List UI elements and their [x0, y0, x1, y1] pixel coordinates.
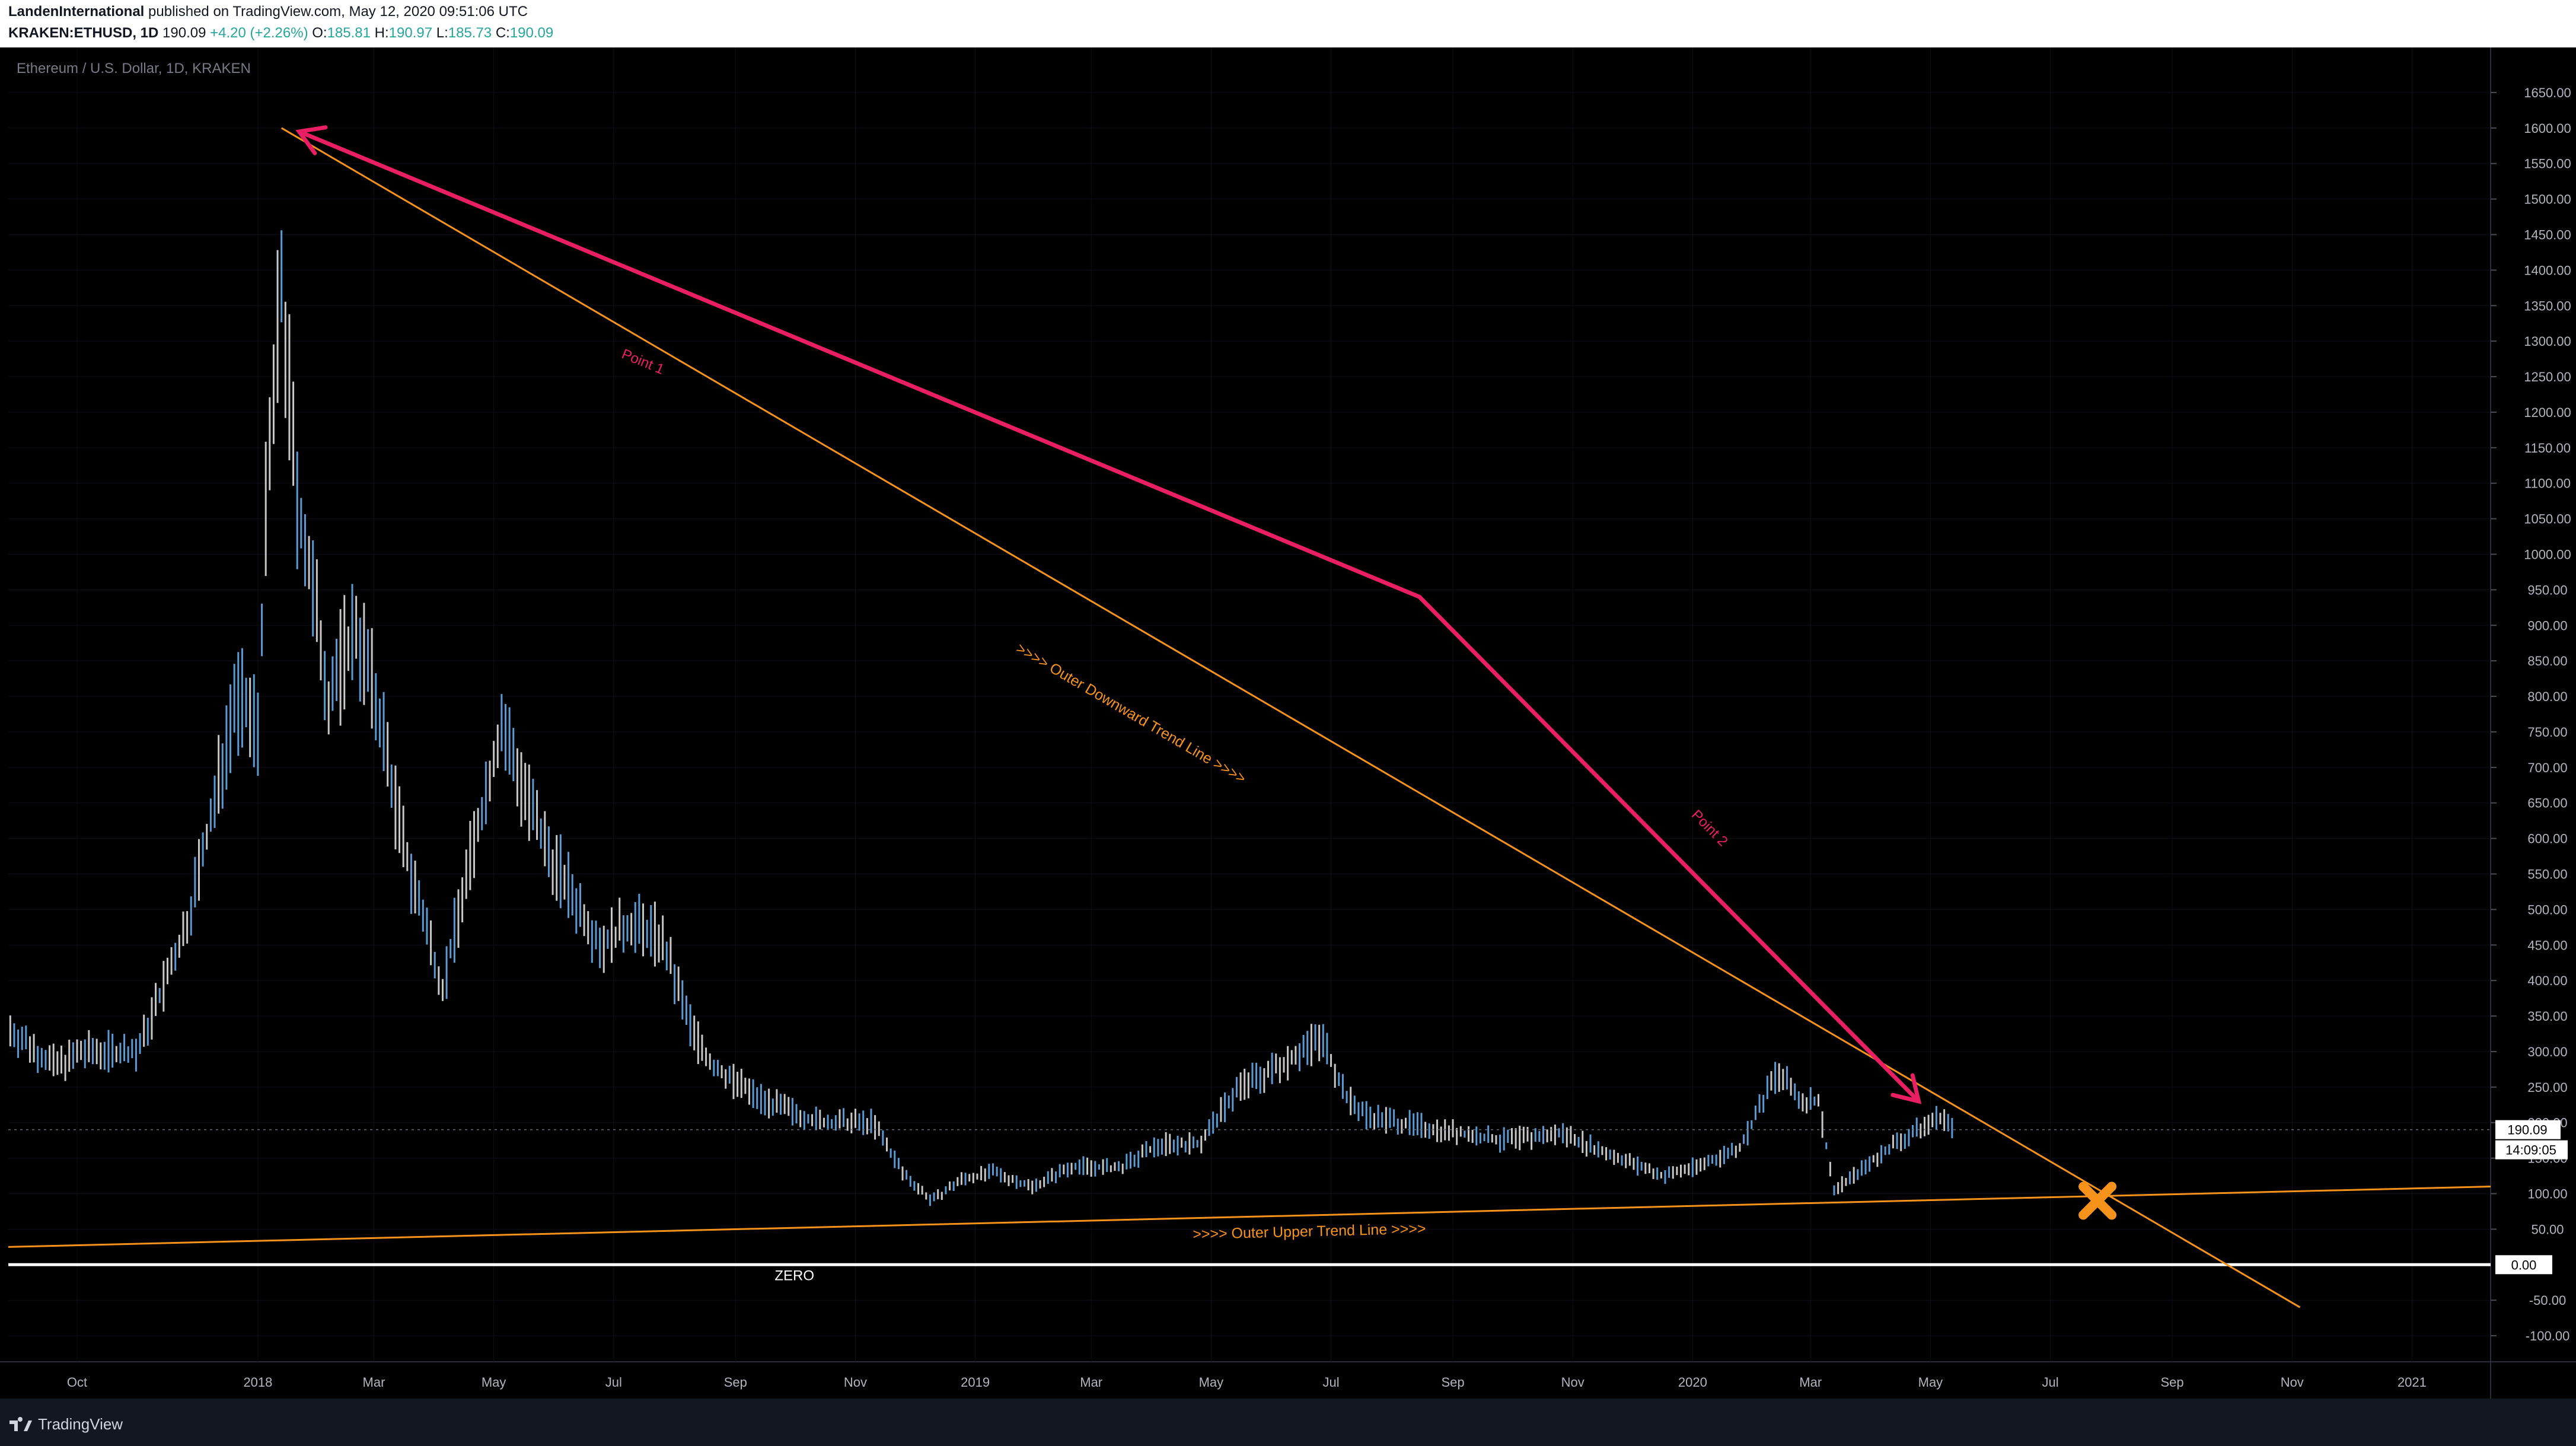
- x-tick-label: 2020: [1678, 1375, 1707, 1390]
- x-tick-label: Sep: [2161, 1375, 2184, 1390]
- zero-price-label: 0.00: [2511, 1257, 2537, 1272]
- publish-info: LandenInternational published on Trading…: [8, 4, 528, 20]
- y-tick-label: 1250.00: [2524, 370, 2571, 384]
- x-tick-label: 2019: [961, 1375, 990, 1390]
- x-tick-label: Jul: [605, 1375, 622, 1390]
- price-change: +4.20 (+2.26%): [210, 25, 308, 41]
- x-tick-label: 2018: [243, 1375, 272, 1390]
- y-tick-label: 1100.00: [2524, 476, 2571, 491]
- x-tick-label: May: [1199, 1375, 1224, 1390]
- x-tick-label: Nov: [844, 1375, 867, 1390]
- last-price: 190.09: [162, 25, 206, 41]
- projection-arrow[interactable]: [298, 129, 1921, 1103]
- footer: TradingView: [0, 1399, 2576, 1446]
- close-label: C:: [495, 25, 510, 41]
- y-tick-label: 850.00: [2527, 654, 2567, 668]
- zero-label: ZERO: [774, 1267, 814, 1283]
- y-tick-label: 250.00: [2527, 1080, 2567, 1095]
- symbol-name: KRAKEN:ETHUSD, 1D: [8, 25, 159, 41]
- y-tick-label: 500.00: [2527, 902, 2567, 917]
- x-tick-label: Mar: [1799, 1375, 1822, 1390]
- point-2-label: Point 2: [1688, 807, 1731, 849]
- y-tick-label: 1650.00: [2524, 85, 2571, 100]
- close-value: 190.09: [509, 25, 554, 41]
- y-tick-label: 50.00: [2531, 1222, 2564, 1237]
- y-tick-label: 600.00: [2527, 832, 2567, 846]
- tradingview-logo[interactable]: TradingView: [8, 1415, 123, 1434]
- chart-area[interactable]: 1650.00 1600.00 1550.00 1500.00 1450.00 1400.…: [0, 47, 2576, 1399]
- point-1-label: Point 1: [619, 346, 666, 378]
- y-tick-label: 800.00: [2527, 689, 2567, 704]
- last-price-label: 190.09: [2507, 1123, 2547, 1138]
- high-label: H:: [374, 25, 389, 41]
- countdown-tag: [2495, 1140, 2568, 1160]
- y-tick-label: 350.00: [2527, 1009, 2567, 1024]
- chart-symbol-title: Ethereum / U.S. Dollar, 1D, KRAKEN: [17, 60, 251, 77]
- downtrend-label: >>>> Outer Downward Trend Line >>>>: [1013, 640, 1249, 787]
- zero-price-tag: [2495, 1255, 2552, 1275]
- tradingview-logo-icon: [9, 1416, 32, 1431]
- x-tick-label: Jul: [2042, 1375, 2059, 1390]
- x-tick-label: 2021: [2398, 1375, 2427, 1390]
- y-tick-label: 450.00: [2527, 938, 2567, 953]
- y-tick-label: 900.00: [2527, 618, 2567, 633]
- y-tick-label: 1450.00: [2524, 227, 2571, 242]
- low-value: 185.73: [448, 25, 492, 41]
- downward-trend-line[interactable]: [280, 127, 2301, 1308]
- y-tick-label: 1400.00: [2524, 263, 2571, 278]
- open-label: O:: [312, 25, 327, 41]
- open-value: 185.81: [327, 25, 371, 41]
- publisher-name[interactable]: LandenInternational: [8, 4, 145, 20]
- y-tick-label: 1600.00: [2524, 121, 2571, 136]
- x-tick-label: May: [482, 1375, 506, 1390]
- x-tick-label: Nov: [1561, 1375, 1585, 1390]
- x-tick-label: Jul: [1322, 1375, 1339, 1390]
- arrowhead-start: [295, 125, 328, 155]
- x-tick-label: May: [1918, 1375, 1943, 1390]
- y-tick-label: 300.00: [2527, 1044, 2567, 1059]
- y-tick-label: -50.00: [2529, 1293, 2566, 1308]
- symbol-ohlc-row: KRAKEN:ETHUSD, 1D 190.09 +4.20 (+2.26%) …: [8, 25, 553, 42]
- y-tick-label: 650.00: [2527, 796, 2567, 811]
- y-tick-label: 1350.00: [2524, 298, 2571, 313]
- price-chart[interactable]: 1650.00 1600.00 1550.00 1500.00 1450.00 1400.…: [0, 47, 2576, 1399]
- countdown-label: 14:09:05: [2505, 1143, 2556, 1158]
- low-label: L:: [436, 25, 448, 41]
- y-tick-label: 1150.00: [2524, 441, 2571, 456]
- y-tick-label: 1050.00: [2524, 512, 2571, 527]
- tradingview-brand: TradingView: [38, 1415, 123, 1433]
- x-tick-label: Mar: [1080, 1375, 1102, 1390]
- y-tick-label: -100.00: [2526, 1329, 2570, 1343]
- x-tick-label: Sep: [724, 1375, 747, 1390]
- x-tick-label: Oct: [67, 1375, 87, 1390]
- y-tick-label: 400.00: [2527, 973, 2567, 988]
- y-tick-label: 700.00: [2527, 760, 2567, 775]
- y-tick-label: 100.00: [2527, 1187, 2567, 1202]
- high-value: 190.97: [388, 25, 433, 41]
- x-tick-label: Mar: [363, 1375, 385, 1390]
- y-tick-label: 1200.00: [2524, 405, 2571, 420]
- y-tick-label: 750.00: [2527, 725, 2567, 740]
- y-tick-label: 550.00: [2527, 867, 2567, 882]
- last-price-tag: [2495, 1120, 2561, 1139]
- y-tick-label: 1550.00: [2524, 157, 2571, 171]
- x-tick-label: Nov: [2281, 1375, 2304, 1390]
- publish-header: LandenInternational published on Trading…: [0, 0, 2576, 47]
- y-tick-label: 1000.00: [2524, 547, 2571, 562]
- intersection-marker-b: [2078, 1181, 2117, 1220]
- y-tick-label: 1500.00: [2524, 192, 2571, 207]
- x-tick-label: Sep: [1441, 1375, 1464, 1390]
- arrowhead-end: [1890, 1073, 1922, 1104]
- upper-trend-line[interactable]: [8, 1186, 2491, 1248]
- y-tick-label: 1300.00: [2524, 334, 2571, 349]
- uptrend-label: >>>> Outer Upper Trend Line >>>>: [1193, 1221, 1426, 1243]
- y-tick-label: 950.00: [2527, 582, 2567, 597]
- published-text: published on TradingView.com, May 12, 20…: [148, 4, 528, 20]
